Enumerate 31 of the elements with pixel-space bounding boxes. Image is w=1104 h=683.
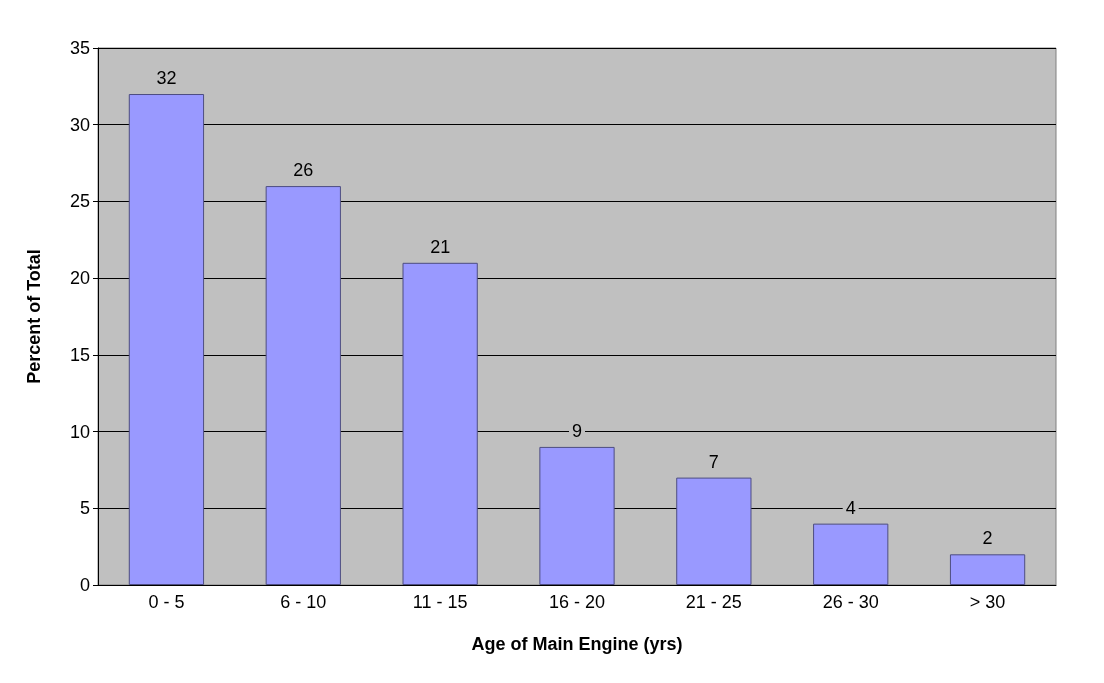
data-label: 2 — [982, 528, 993, 549]
data-label: 4 — [845, 497, 856, 518]
y-axis-title: Percent of Total — [24, 249, 44, 384]
data-label: 9 — [571, 420, 583, 441]
y-tick-label: 35 — [69, 38, 90, 58]
bar — [402, 262, 478, 585]
y-tick-label: 30 — [69, 114, 90, 135]
x-tick-label: > 30 — [969, 592, 1006, 612]
bar — [813, 523, 889, 585]
data-label: 7 — [708, 451, 719, 472]
x-tick-label: 21 - 25 — [685, 592, 742, 612]
y-tick-label: 5 — [79, 498, 90, 519]
x-tick-label: 6 - 10 — [280, 592, 327, 612]
y-tick-label: 25 — [69, 191, 90, 212]
data-label: 32 — [156, 68, 177, 89]
y-tick-label: 0 — [79, 575, 90, 595]
x-tick-label: 16 - 20 — [548, 592, 606, 612]
data-label: 21 — [430, 236, 451, 257]
x-tick-label: 11 - 15 — [412, 592, 468, 612]
x-axis-title: Age of Main Engine (yrs) — [471, 634, 683, 654]
data-label: 26 — [293, 160, 314, 181]
y-tick-label: 20 — [69, 268, 90, 289]
bar — [949, 554, 1026, 585]
x-tick-label: 0 - 5 — [148, 592, 185, 612]
bar — [676, 477, 752, 585]
y-tick-label: 15 — [69, 344, 90, 365]
bar — [128, 94, 205, 585]
x-tick-label: 26 - 30 — [822, 592, 879, 612]
y-tick-label: 10 — [69, 421, 90, 442]
bar — [265, 186, 341, 585]
bar — [539, 446, 615, 585]
